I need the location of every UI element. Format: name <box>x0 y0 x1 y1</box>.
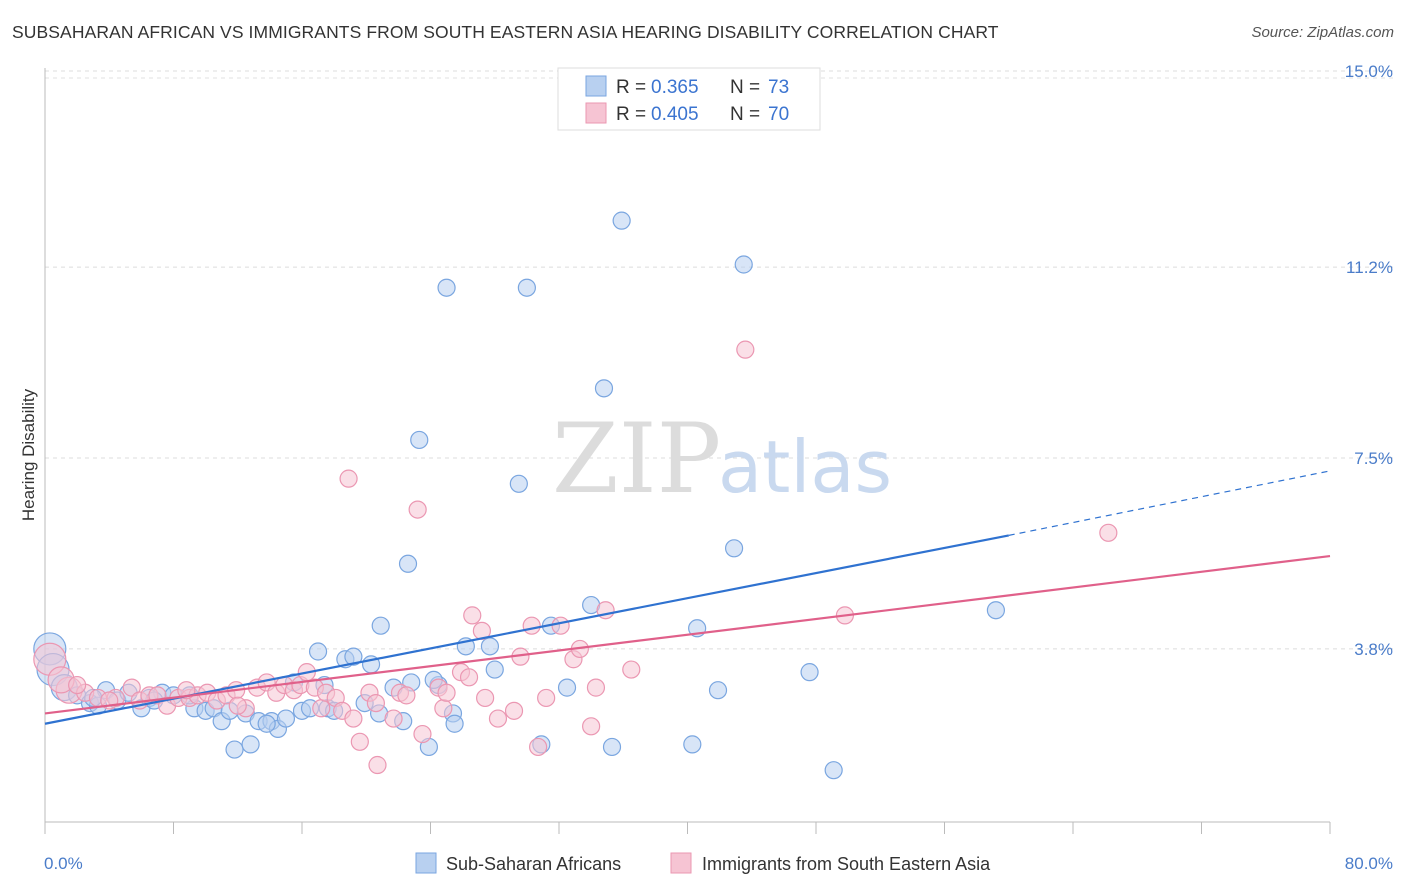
point-se-asia <box>434 699 453 718</box>
point-se-asia <box>368 755 387 775</box>
point-se-asia <box>384 709 403 728</box>
correlation-legend: R = 0.365 N = 73 R = 0.405 N = 70 <box>557 67 821 131</box>
point-sub-saharan <box>509 474 528 493</box>
point-se-asia <box>312 699 331 718</box>
point-se-asia <box>339 469 358 488</box>
point-sub-saharan <box>398 554 418 573</box>
point-sub-saharan <box>724 539 744 558</box>
point-se-asia <box>68 675 87 695</box>
point-se-asia <box>582 717 601 736</box>
point-sub-saharan <box>612 211 631 230</box>
legend-n-value-2: 70 <box>768 104 789 125</box>
point-sub-saharan <box>308 642 328 661</box>
chart-title: SUBSAHARAN AFRICAN VS IMMIGRANTS FROM SO… <box>12 22 999 42</box>
point-se-asia <box>504 701 524 720</box>
y-tick-label: 3.8% <box>1354 640 1393 659</box>
point-se-asia <box>1099 523 1118 542</box>
point-sub-saharan <box>276 709 296 728</box>
legend-swatch-blue <box>585 75 607 97</box>
point-se-asia <box>476 688 495 708</box>
gridlines <box>45 70 1395 650</box>
point-se-asia <box>408 500 427 519</box>
legend-swatch-pink <box>585 102 607 124</box>
trend-lines <box>44 470 1331 725</box>
series-label-se-asia: Immigrants from South Eastern Asia <box>702 854 991 874</box>
legend-r-label-2: R = <box>616 104 646 125</box>
point-se-asia <box>366 693 385 713</box>
point-sub-saharan <box>410 430 429 450</box>
x-tick-label: 0.0% <box>44 854 83 873</box>
point-sub-saharan <box>602 737 622 757</box>
x-tick-label: 80.0% <box>1345 854 1393 873</box>
point-sub-saharan <box>517 278 536 297</box>
series-legend: Sub-Saharan Africans Immigrants from Sou… <box>415 852 991 874</box>
point-se-asia <box>488 709 508 728</box>
legend-n-label-1: N = <box>730 77 760 98</box>
trend-line-se-asia <box>44 554 1331 715</box>
point-sub-saharan <box>257 714 276 733</box>
point-sub-saharan <box>683 735 702 754</box>
y-tick-label: 11.2% <box>1346 258 1393 277</box>
point-sub-saharan <box>225 740 244 759</box>
point-se-asia <box>413 724 432 744</box>
point-se-asia <box>586 678 606 697</box>
point-sub-saharan <box>445 714 464 733</box>
y-axis-label: Hearing Disability <box>19 388 38 521</box>
watermark-zip: ZIP <box>552 403 721 515</box>
series-label-sub-saharan: Sub-Saharan Africans <box>446 854 621 874</box>
point-sub-saharan <box>437 278 456 297</box>
trend-line-sub-saharan <box>44 534 1009 725</box>
legend-r-value-1: 0.365 <box>651 77 699 98</box>
legend-r-label-1: R = <box>616 77 646 98</box>
point-sub-saharan <box>800 663 819 682</box>
point-se-asia <box>522 616 541 635</box>
point-sub-saharan <box>485 660 504 679</box>
watermark-atlas: atlas <box>718 425 892 509</box>
series-swatch-sub-saharan <box>415 852 437 874</box>
point-se-asia <box>736 340 755 359</box>
point-sub-saharan <box>708 681 728 700</box>
point-se-asia <box>228 696 247 715</box>
point-se-asia <box>537 688 556 708</box>
point-se-asia <box>350 732 369 751</box>
trend-line-extension <box>1008 470 1331 536</box>
legend-n-label-2: N = <box>730 104 760 125</box>
series-swatch-se-asia <box>670 852 692 874</box>
y-tick-label: 7.5% <box>1354 449 1393 468</box>
point-sub-saharan <box>824 761 843 780</box>
point-sub-saharan <box>480 637 500 656</box>
point-se-asia <box>437 683 456 702</box>
point-sub-saharan <box>344 647 363 666</box>
point-se-asia <box>397 686 416 705</box>
point-se-asia <box>529 737 548 757</box>
point-se-asia <box>459 668 479 687</box>
point-sub-saharan <box>557 678 577 697</box>
axes <box>44 68 1331 834</box>
point-sub-saharan <box>986 601 1006 620</box>
point-se-asia <box>122 678 141 697</box>
y-tick-label: 15.0% <box>1345 62 1393 81</box>
point-se-asia <box>463 606 482 625</box>
point-se-asia <box>551 616 570 635</box>
legend-n-value-1: 73 <box>768 77 789 98</box>
watermark: ZIP atlas <box>552 403 892 515</box>
point-sub-saharan <box>734 255 753 274</box>
point-sub-saharan <box>594 379 614 398</box>
point-se-asia <box>622 660 641 679</box>
point-sub-saharan <box>241 735 260 754</box>
legend-r-value-2: 0.405 <box>651 104 699 125</box>
point-se-asia <box>344 709 363 728</box>
source-label: Source: ZipAtlas.com <box>1251 24 1394 41</box>
tick-labels: 3.8% 7.5% 11.2% 15.0% 0.0% 80.0% <box>44 62 1393 873</box>
point-sub-saharan <box>371 616 390 635</box>
